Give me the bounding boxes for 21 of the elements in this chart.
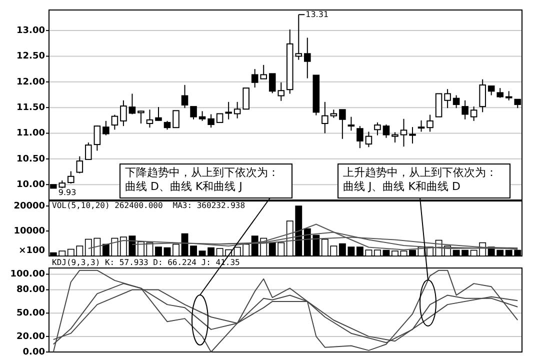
y-tick-label: 10.00 [16, 180, 45, 190]
annotation: 13.31 [306, 10, 329, 19]
y-tick-label: 11.50 [16, 103, 45, 114]
annotation: 9.93 [58, 188, 76, 197]
y-tick-label: 20000 [14, 201, 45, 212]
annotation: VOL(5,10,20) 262400.000 [52, 201, 163, 210]
annotation: 上升趋势中，从上到下依次为：曲线 J、曲线 K和曲线 D [343, 166, 497, 193]
y-tick-label: 80.00 [16, 285, 45, 296]
y-tick-label: 11.00 [16, 128, 45, 139]
y-axis-title: ×100 [18, 246, 45, 256]
y-tick-label: 12.00 [16, 77, 45, 88]
y-tick-label: 0.00 [22, 347, 45, 358]
y-tick-label: 50.00 [16, 308, 45, 319]
annotation: 下降趋势中，从上到下依次为：曲线 D、曲线 K和曲线 J [125, 166, 279, 193]
y-tick-label: 100.00 [10, 270, 45, 280]
y-tick-label: 10000 [14, 226, 45, 236]
y-tick-label: 13.00 [16, 26, 45, 36]
annotation: MA3: 360232.938 [172, 201, 246, 210]
y-tick-label: 10.50 [16, 154, 45, 164]
y-tick-label: 12.50 [16, 52, 45, 62]
y-tick-label: 20.00 [16, 332, 45, 342]
